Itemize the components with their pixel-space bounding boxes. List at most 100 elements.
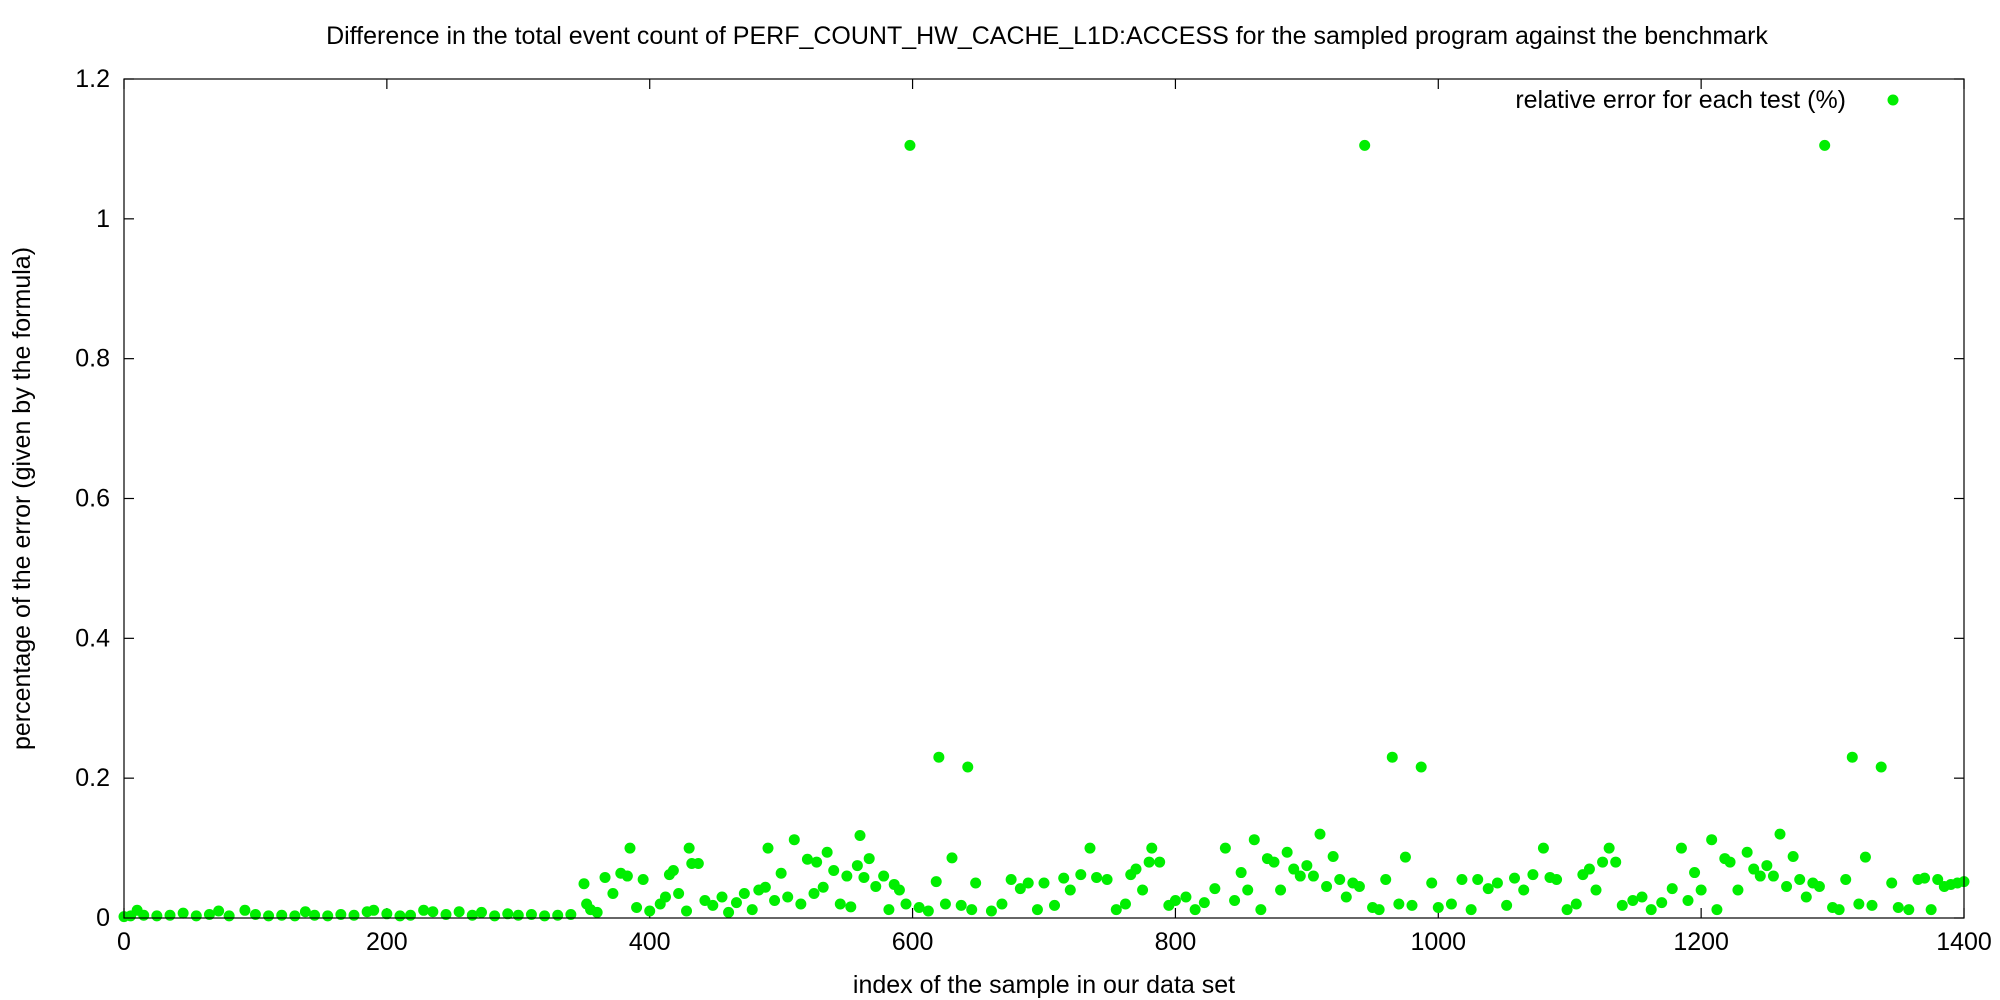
data-point <box>239 904 251 916</box>
data-point <box>1732 884 1744 896</box>
y-tick-label: 0 <box>96 904 110 932</box>
data-point <box>1509 872 1521 884</box>
data-point <box>1636 891 1648 903</box>
data-point <box>1169 895 1181 907</box>
data-point <box>427 906 439 918</box>
data-point <box>1314 828 1326 840</box>
axis-tick-labels: 0 200 400 600 800 1000 1200 1400 0 0.2 0.4 0.6 0.8 1 1… <box>75 65 1992 956</box>
data-point <box>878 870 890 882</box>
data-point <box>1518 884 1530 896</box>
data-point <box>1866 899 1878 911</box>
data-point <box>759 881 771 893</box>
data-point <box>624 842 636 854</box>
data-point <box>1275 884 1287 896</box>
data-point <box>985 905 997 917</box>
data-point <box>1833 904 1845 916</box>
data-point <box>1465 904 1477 916</box>
legend-label: relative error for each test (%) <box>1515 86 1846 114</box>
data-point <box>817 881 829 893</box>
data-point <box>631 902 643 914</box>
data-point <box>821 846 833 858</box>
y-tick-label: 0.2 <box>75 764 110 792</box>
data-point <box>1101 874 1113 886</box>
data-point <box>1491 877 1503 889</box>
data-point <box>808 888 820 900</box>
data-point <box>1281 846 1293 858</box>
data-point <box>1527 869 1539 881</box>
data-point <box>851 860 863 872</box>
x-tick-label: 400 <box>629 928 671 956</box>
data-point <box>1380 874 1392 886</box>
data-point <box>322 910 334 922</box>
legend: relative error for each test (%) <box>1515 86 1899 114</box>
data-point <box>299 906 311 918</box>
data-point <box>1268 856 1280 868</box>
data-point <box>782 891 794 903</box>
data-point <box>1307 870 1319 882</box>
data-point <box>1255 904 1267 916</box>
data-point <box>930 876 942 888</box>
data-point <box>1334 874 1346 886</box>
data-point <box>1695 884 1707 896</box>
data-point <box>1472 874 1484 886</box>
data-point <box>1603 842 1615 854</box>
data-point <box>996 898 1008 910</box>
data-point <box>946 852 958 864</box>
data-point <box>1767 870 1779 882</box>
data-point <box>1146 842 1158 854</box>
data-point <box>1288 863 1300 875</box>
data-point <box>138 909 150 921</box>
data-point <box>644 905 656 917</box>
data-point <box>1359 139 1371 151</box>
data-point <box>1711 904 1723 916</box>
data-point <box>939 898 951 910</box>
data-point <box>565 909 577 921</box>
data-point <box>1058 872 1070 884</box>
data-point <box>394 910 406 922</box>
data-point <box>1219 842 1231 854</box>
data-point <box>683 842 695 854</box>
data-point <box>1393 898 1405 910</box>
data-point <box>1294 870 1306 882</box>
data-point <box>453 906 465 918</box>
data-point <box>309 909 321 921</box>
data-point <box>539 910 551 922</box>
data-point <box>1892 902 1904 914</box>
data-point <box>1724 856 1736 868</box>
data-point <box>1840 874 1852 886</box>
data-point <box>249 909 261 921</box>
data-point <box>1794 874 1806 886</box>
data-point <box>1754 870 1766 882</box>
data-point <box>1741 846 1753 858</box>
data-point <box>1119 898 1131 910</box>
data-point <box>1084 842 1096 854</box>
data-point <box>418 904 430 916</box>
data-point <box>223 910 235 922</box>
data-point <box>1706 834 1718 846</box>
data-point <box>1590 884 1602 896</box>
y-tick-label: 1.2 <box>75 65 110 93</box>
data-point <box>1819 139 1831 151</box>
data-point <box>1903 904 1915 916</box>
data-point <box>955 899 967 911</box>
data-point <box>1064 884 1076 896</box>
data-point <box>900 898 912 910</box>
data-point <box>1014 883 1026 895</box>
x-tick-label: 600 <box>892 928 934 956</box>
data-point <box>1406 899 1418 911</box>
data-point <box>1787 850 1799 862</box>
x-tick-label: 200 <box>366 928 408 956</box>
data-point <box>1327 850 1339 862</box>
data-point <box>841 870 853 882</box>
data-point <box>489 910 501 922</box>
data-point <box>1781 881 1793 893</box>
data-point <box>348 909 360 921</box>
data-point <box>1143 856 1155 868</box>
data-point <box>1482 883 1494 895</box>
data-point <box>775 867 787 879</box>
data-point <box>1616 899 1628 911</box>
data-point <box>1456 874 1468 886</box>
data-point <box>870 881 882 893</box>
data-point <box>1189 904 1201 916</box>
data-point <box>1091 871 1103 883</box>
